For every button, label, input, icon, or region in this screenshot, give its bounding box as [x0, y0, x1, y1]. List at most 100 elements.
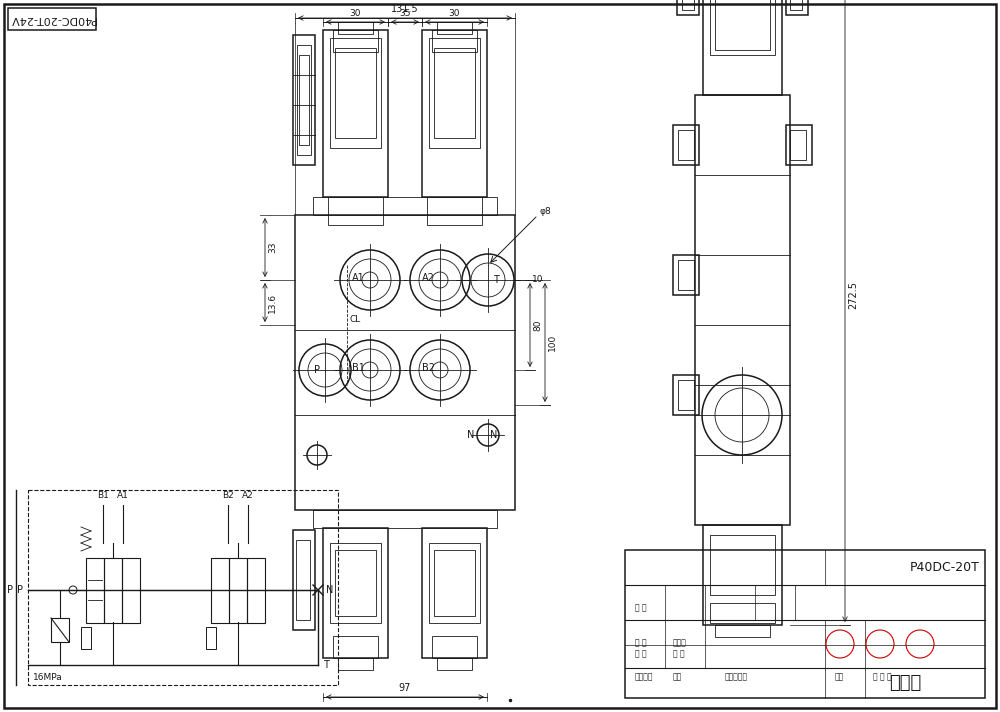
Bar: [703, 0, 782, 95]
Text: B1: B1: [352, 363, 365, 373]
Text: 97: 97: [399, 683, 411, 693]
Bar: [422, 528, 487, 658]
Bar: [296, 540, 310, 620]
Bar: [297, 45, 311, 155]
Bar: [434, 48, 475, 138]
Text: 131.5: 131.5: [391, 4, 419, 14]
Bar: [673, 375, 699, 415]
Text: B2: B2: [422, 363, 435, 373]
Text: P: P: [314, 365, 320, 375]
Bar: [333, 636, 378, 658]
Bar: [678, 380, 694, 410]
Bar: [338, 22, 373, 34]
Bar: [229, 558, 247, 623]
Text: 外形图: 外形图: [889, 674, 921, 692]
Bar: [427, 197, 482, 225]
Bar: [313, 197, 497, 215]
Text: 签名: 签名: [835, 672, 844, 681]
Text: A1: A1: [352, 273, 365, 283]
Text: 13.6: 13.6: [268, 293, 277, 313]
Bar: [678, 260, 694, 290]
Bar: [104, 558, 122, 623]
Bar: [338, 658, 373, 670]
Bar: [247, 558, 265, 623]
Bar: [328, 197, 383, 225]
Text: 16MPa: 16MPa: [33, 673, 63, 682]
Bar: [429, 38, 480, 148]
Bar: [682, 0, 694, 10]
Bar: [673, 255, 699, 295]
Bar: [8, 8, 96, 30]
Bar: [81, 627, 91, 649]
Bar: [437, 658, 472, 670]
Bar: [678, 130, 694, 160]
Bar: [677, 0, 699, 15]
Text: N: N: [490, 430, 497, 440]
Text: 更改文件号: 更改文件号: [725, 672, 748, 681]
Text: 30: 30: [350, 9, 361, 18]
Bar: [323, 30, 388, 197]
Bar: [333, 30, 378, 52]
Text: φ8: φ8: [540, 207, 552, 216]
Bar: [422, 30, 487, 197]
Text: 设 计: 设 计: [635, 649, 647, 658]
Text: N: N: [326, 585, 333, 595]
Text: 标准化: 标准化: [673, 638, 687, 647]
Text: P40DC-20T: P40DC-20T: [910, 561, 980, 574]
Text: T: T: [493, 275, 499, 285]
Bar: [299, 55, 309, 145]
Bar: [432, 636, 477, 658]
Bar: [28, 490, 338, 685]
Bar: [710, 535, 775, 595]
Text: N: N: [467, 430, 474, 440]
Text: 33: 33: [268, 242, 277, 253]
Text: 批 准: 批 准: [635, 603, 647, 612]
Bar: [330, 38, 381, 148]
Text: 30: 30: [449, 9, 460, 18]
Bar: [432, 30, 477, 52]
Bar: [122, 558, 140, 623]
Text: 35: 35: [399, 9, 411, 18]
Bar: [625, 550, 985, 698]
Bar: [434, 550, 475, 616]
Bar: [673, 125, 699, 165]
Bar: [330, 543, 381, 623]
Text: B2: B2: [222, 491, 234, 500]
Text: A2: A2: [422, 273, 435, 283]
Bar: [335, 48, 376, 138]
Text: P40DC-20T-24V: P40DC-20T-24V: [9, 14, 95, 24]
Text: P: P: [7, 585, 13, 595]
Text: B1: B1: [97, 491, 109, 500]
Bar: [429, 543, 480, 623]
Bar: [313, 510, 497, 528]
Bar: [710, 603, 775, 623]
Bar: [703, 525, 782, 625]
Bar: [335, 550, 376, 616]
Text: 年 月 日: 年 月 日: [873, 672, 892, 681]
Bar: [293, 35, 315, 165]
Bar: [206, 627, 216, 649]
Bar: [786, 0, 808, 15]
Bar: [51, 618, 69, 642]
Bar: [293, 530, 315, 630]
Bar: [211, 558, 229, 623]
Bar: [695, 95, 790, 525]
Text: T: T: [323, 660, 329, 670]
Text: 10: 10: [532, 276, 544, 285]
Text: A2: A2: [242, 491, 254, 500]
Text: 数量: 数量: [673, 672, 682, 681]
Bar: [786, 125, 812, 165]
Text: 审 核: 审 核: [635, 638, 647, 647]
Text: CL: CL: [349, 315, 360, 325]
Bar: [323, 528, 388, 658]
Text: A1: A1: [117, 491, 129, 500]
Bar: [295, 215, 515, 510]
Bar: [86, 558, 104, 623]
Text: 100: 100: [548, 334, 557, 351]
Bar: [710, 0, 775, 55]
Text: 图样标记: 图样标记: [635, 672, 654, 681]
Text: 工 艺: 工 艺: [673, 649, 685, 658]
Text: 80: 80: [533, 319, 542, 331]
Text: 272.5: 272.5: [848, 281, 858, 309]
Text: P: P: [17, 585, 23, 595]
